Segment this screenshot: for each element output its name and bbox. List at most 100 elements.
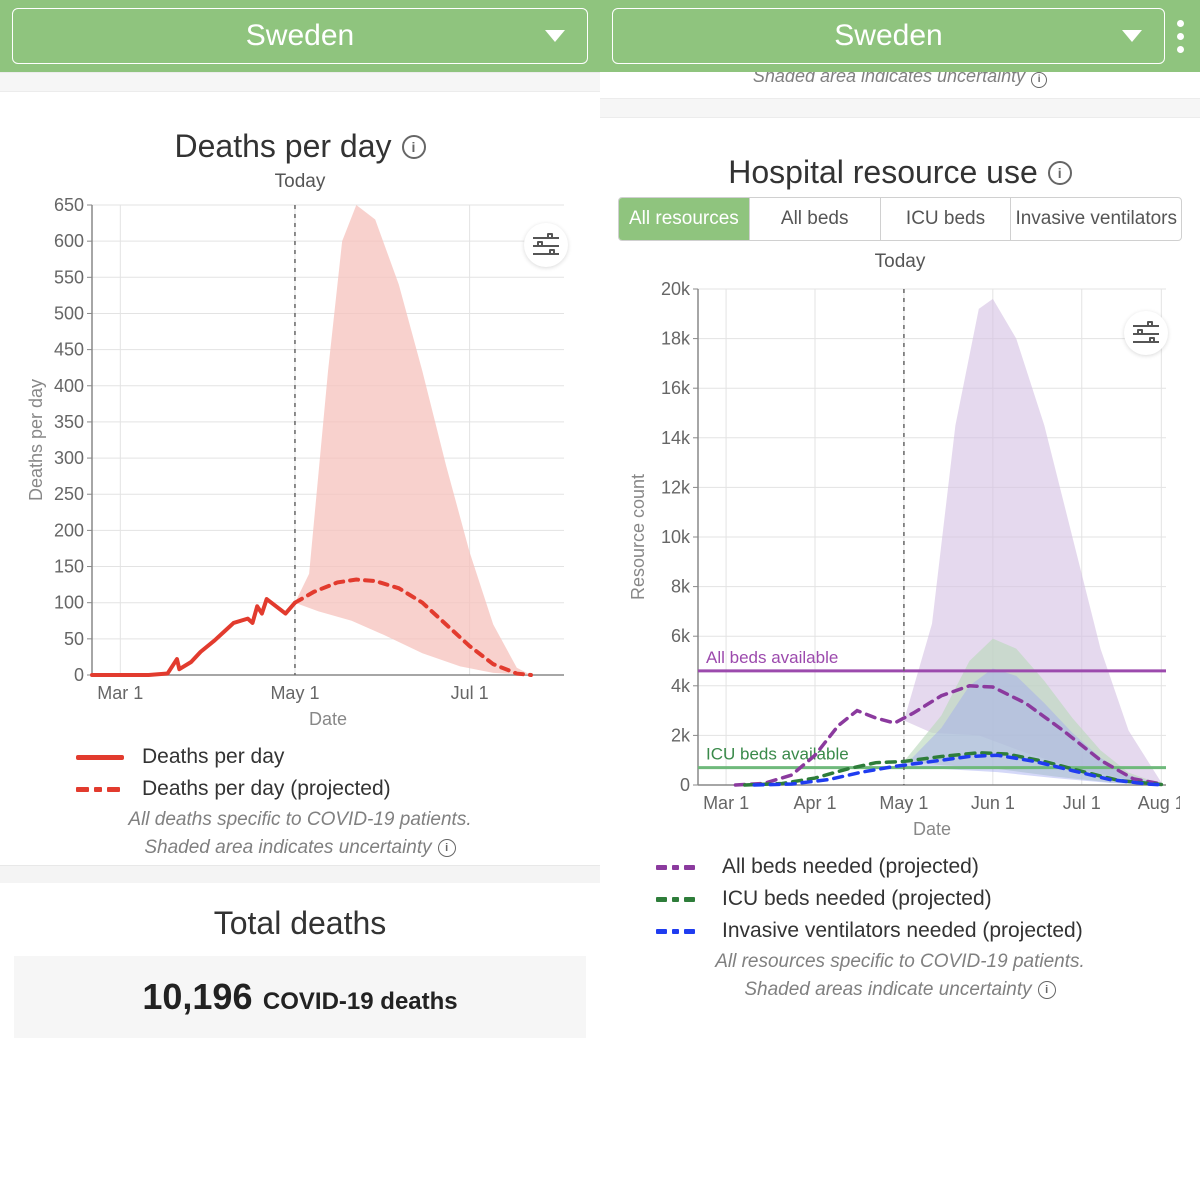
deaths-chart: 050100150200250300350400450500550600650M…	[20, 197, 580, 737]
info-icon[interactable]: i	[438, 839, 456, 857]
chart-title: Hospital resource use	[728, 154, 1037, 191]
swatch-dashed	[656, 897, 704, 902]
chart-title-row: Deaths per day i	[16, 128, 584, 165]
chart-title: Deaths per day	[174, 128, 391, 165]
country-dropdown[interactable]: Sweden	[612, 8, 1165, 64]
svg-text:250: 250	[54, 484, 84, 504]
svg-text:450: 450	[54, 340, 84, 360]
topbar-left: Sweden	[0, 0, 600, 72]
more-menu-button[interactable]	[1177, 20, 1188, 53]
country-label: Sweden	[246, 19, 354, 53]
legend-label: Deaths per day	[142, 745, 284, 769]
tab-all-beds[interactable]: All beds	[750, 198, 881, 240]
svg-text:18k: 18k	[661, 329, 691, 349]
chart-settings-button[interactable]	[524, 223, 568, 267]
sliders-icon	[533, 235, 559, 255]
svg-text:650: 650	[54, 197, 84, 215]
svg-text:May 1: May 1	[270, 683, 319, 703]
legend-label: All beds needed (projected)	[722, 855, 979, 879]
legend: All beds needed (projected) ICU beds nee…	[656, 855, 1184, 943]
info-icon: i	[1031, 72, 1047, 88]
legend-label: Invasive ventilators needed (projected)	[722, 919, 1083, 943]
country-dropdown[interactable]: Sweden	[12, 8, 588, 64]
footnote-a: All resources specific to COVID-19 patie…	[616, 951, 1184, 973]
country-label: Sweden	[834, 19, 942, 53]
svg-text:500: 500	[54, 303, 84, 323]
svg-text:2k: 2k	[671, 725, 691, 745]
svg-text:Jul 1: Jul 1	[451, 683, 489, 703]
svg-text:0: 0	[680, 775, 690, 795]
svg-text:6k: 6k	[671, 626, 691, 646]
svg-text:0: 0	[74, 665, 84, 685]
legend-item-solid: Deaths per day	[76, 745, 584, 769]
chart-settings-button[interactable]	[1124, 311, 1168, 355]
deaths-card: Deaths per day i Today 05010015020025030…	[0, 92, 600, 859]
svg-text:4k: 4k	[671, 676, 691, 696]
svg-text:300: 300	[54, 448, 84, 468]
svg-text:Jul 1: Jul 1	[1063, 793, 1101, 813]
swatch-dashed	[76, 787, 124, 792]
swatch-dashed	[656, 865, 704, 870]
legend-label: Deaths per day (projected)	[142, 777, 391, 801]
svg-text:Date: Date	[913, 819, 951, 839]
legend-label: ICU beds needed (projected)	[722, 887, 992, 911]
section-divider	[0, 865, 600, 883]
svg-text:600: 600	[54, 231, 84, 251]
today-label: Today	[616, 251, 1184, 273]
today-label: Today	[16, 171, 584, 193]
total-deaths-number: 10,196	[142, 976, 252, 1017]
legend: Deaths per day Deaths per day (projected…	[76, 745, 584, 801]
resources-card: Hospital resource use i All resourcesAll…	[600, 118, 1200, 1001]
resource-tabs: All resourcesAll bedsICU bedsInvasive ve…	[618, 197, 1182, 241]
svg-text:All beds available: All beds available	[706, 648, 838, 667]
chevron-down-icon	[1122, 30, 1142, 42]
svg-text:16k: 16k	[661, 378, 691, 398]
swatch-dashed	[656, 929, 704, 934]
info-icon[interactable]: i	[1038, 981, 1056, 999]
tab-all-resources[interactable]: All resources	[619, 198, 750, 240]
svg-text:12k: 12k	[661, 477, 691, 497]
footnote-a: All deaths specific to COVID-19 patients…	[16, 809, 584, 831]
legend-item-vent: Invasive ventilators needed (projected)	[656, 919, 1184, 943]
svg-text:8k: 8k	[671, 577, 691, 597]
left-panel: Sweden Deaths per day i Today 0501001502…	[0, 0, 600, 1200]
tab-invasive-ventilators[interactable]: Invasive ventilators	[1011, 198, 1181, 240]
footnote-b: Shaded areas indicate uncertainty i	[616, 979, 1184, 1001]
svg-text:400: 400	[54, 376, 84, 396]
svg-text:Mar 1: Mar 1	[97, 683, 143, 703]
peek-prev-footnote: Shaded area indicates uncertainty i	[600, 72, 1200, 98]
svg-text:550: 550	[54, 267, 84, 287]
svg-text:200: 200	[54, 520, 84, 540]
sliders-icon	[1133, 323, 1159, 343]
footnote-b: Shaded area indicates uncertainty i	[16, 837, 584, 859]
svg-text:350: 350	[54, 412, 84, 432]
divider-strip	[0, 72, 600, 92]
svg-text:150: 150	[54, 557, 84, 577]
resources-chart: 02k4k6k8k10k12k14k16k18k20kMar 1Apr 1May…	[620, 277, 1180, 847]
svg-text:10k: 10k	[661, 527, 691, 547]
total-deaths-title: Total deaths	[0, 905, 600, 942]
svg-text:Deaths per day: Deaths per day	[26, 379, 46, 501]
svg-text:Date: Date	[309, 709, 347, 729]
svg-text:Aug 1: Aug 1	[1138, 793, 1180, 813]
legend-item-dashed: Deaths per day (projected)	[76, 777, 584, 801]
legend-item-allbeds: All beds needed (projected)	[656, 855, 1184, 879]
chevron-down-icon	[545, 30, 565, 42]
svg-text:14k: 14k	[661, 428, 691, 448]
total-deaths-suffix: COVID-19 deaths	[263, 988, 458, 1015]
svg-text:May 1: May 1	[879, 793, 928, 813]
info-icon[interactable]: i	[1048, 161, 1072, 185]
swatch-solid	[76, 755, 124, 760]
svg-text:Jun 1: Jun 1	[971, 793, 1015, 813]
svg-text:Resource count: Resource count	[628, 474, 648, 600]
legend-item-icubeds: ICU beds needed (projected)	[656, 887, 1184, 911]
svg-text:100: 100	[54, 593, 84, 613]
chart-title-row: Hospital resource use i	[616, 154, 1184, 191]
svg-text:ICU beds available: ICU beds available	[706, 745, 849, 764]
divider-strip	[600, 98, 1200, 118]
svg-text:Apr 1: Apr 1	[793, 793, 836, 813]
tab-icu-beds[interactable]: ICU beds	[881, 198, 1012, 240]
svg-text:20k: 20k	[661, 279, 691, 299]
info-icon[interactable]: i	[402, 135, 426, 159]
right-panel: Sweden Shaded area indicates uncertainty…	[600, 0, 1200, 1200]
